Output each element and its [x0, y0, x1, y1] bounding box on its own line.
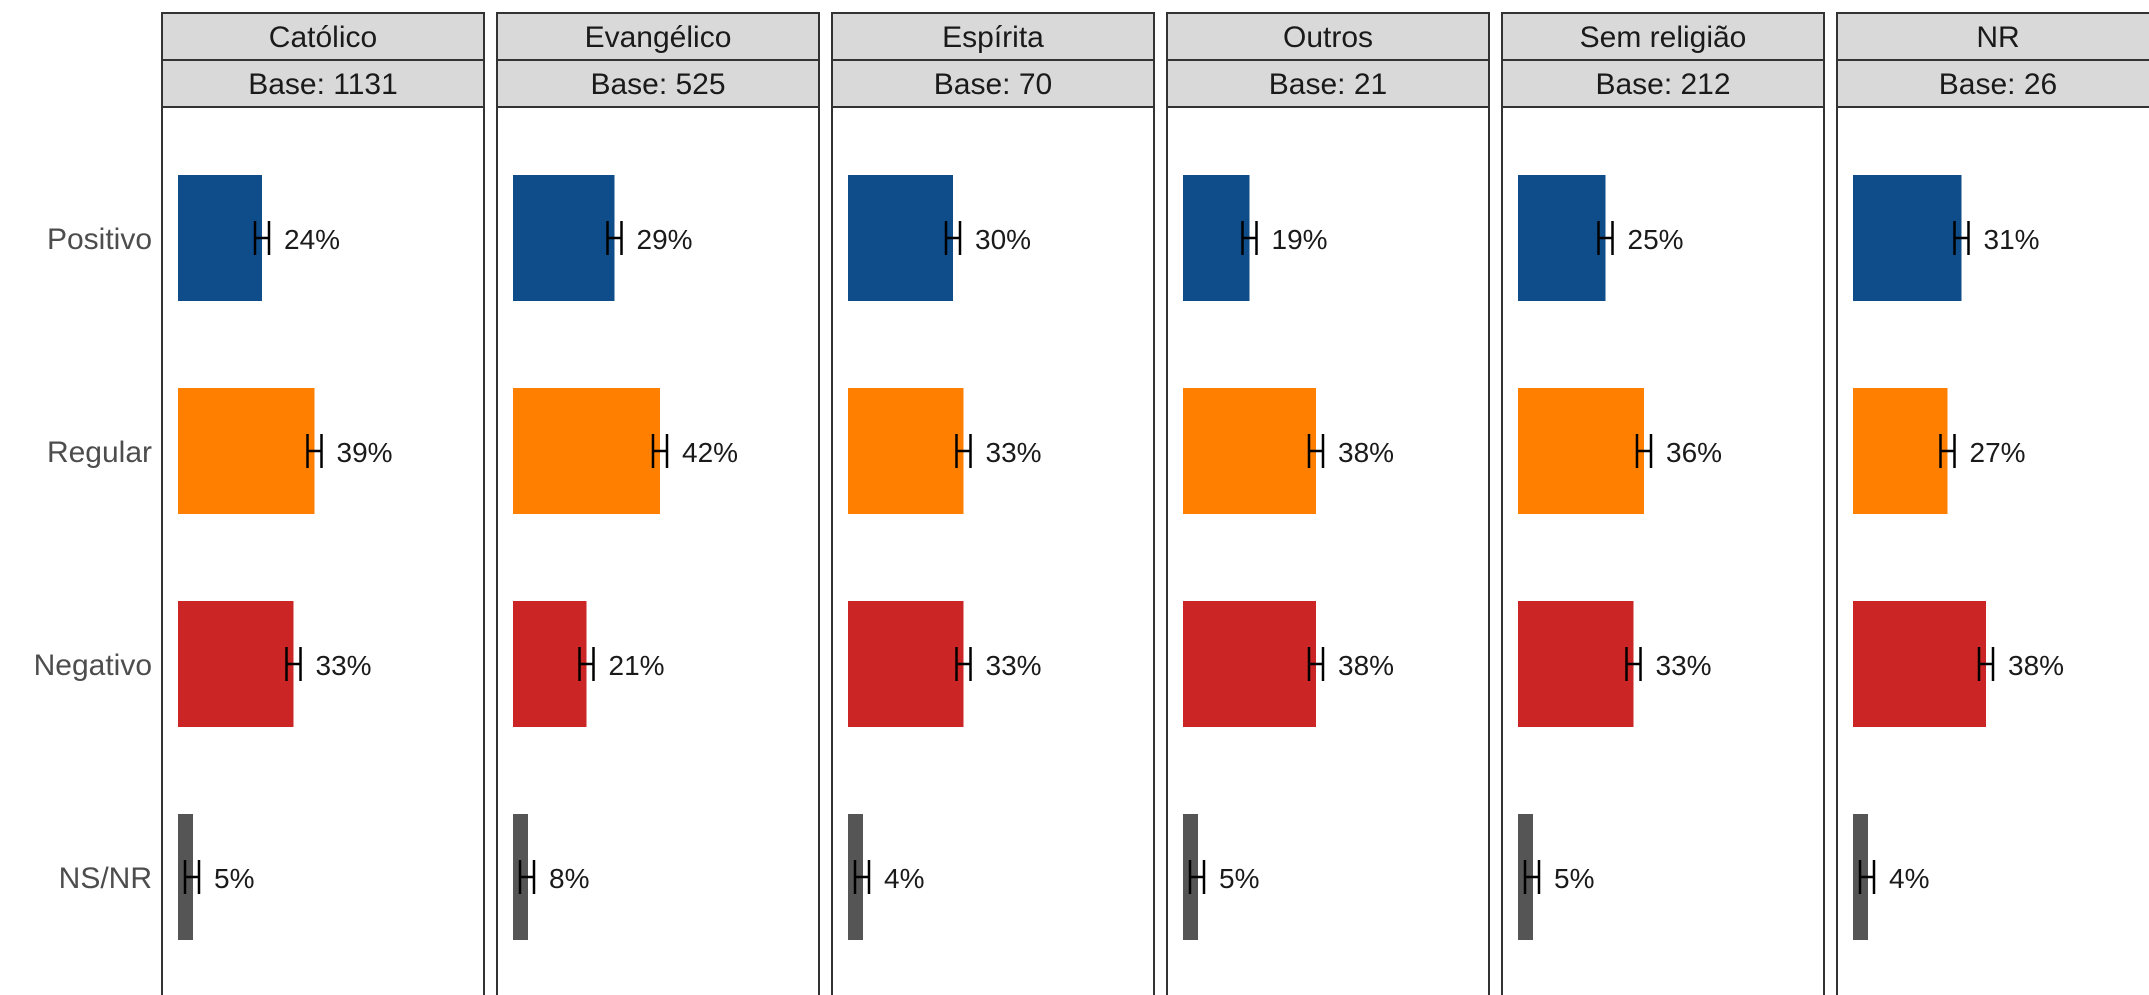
strip-title-box [161, 12, 485, 61]
bar-nr-negativo [1853, 601, 1986, 727]
data-label: 38% [2008, 650, 2064, 681]
data-label: 5% [1219, 863, 1259, 894]
data-label: 29% [637, 224, 693, 255]
data-label: 21% [609, 650, 665, 681]
data-label: 39% [337, 437, 393, 468]
data-label: 36% [1666, 437, 1722, 468]
strip-title-box [1501, 12, 1825, 61]
bar-catolico-negativo [178, 601, 294, 727]
bar-espirita-regular [848, 388, 964, 514]
bar-sem-religiao-negativo [1518, 601, 1634, 727]
data-label: 33% [986, 437, 1042, 468]
strip-title-box [496, 12, 820, 61]
strip-title-box [831, 12, 1155, 61]
strip-base-box [1836, 59, 2149, 108]
strip-base-label: Base: 212 [1595, 68, 1730, 101]
data-label: 30% [975, 224, 1031, 255]
strip-base-label: Base: 26 [1939, 68, 2057, 101]
data-label: 33% [316, 650, 372, 681]
bar-evangelico-positivo [513, 175, 615, 301]
data-label: 5% [1554, 863, 1594, 894]
bar-sem-religiao-positivo [1518, 175, 1606, 301]
bar-catolico-positivo [178, 175, 262, 301]
data-label: 4% [1889, 863, 1929, 894]
bar-outros-positivo [1183, 175, 1250, 301]
strip-base-label: Base: 525 [590, 68, 725, 101]
strip-base-box [831, 59, 1155, 108]
bar-catolico-regular [178, 388, 315, 514]
strip-title: Espírita [942, 21, 1044, 54]
strip-base-box [496, 59, 820, 108]
data-label: 8% [549, 863, 589, 894]
strip-base-box [1166, 59, 1490, 108]
strip-base-label: Base: 70 [934, 68, 1052, 101]
bar-nr-regular [1853, 388, 1948, 514]
bar-outros-regular [1183, 388, 1316, 514]
strip-base-label: Base: 1131 [248, 68, 398, 101]
bar-evangelico-negativo [513, 601, 587, 727]
data-label: 4% [884, 863, 924, 894]
bar-espirita-positivo [848, 175, 953, 301]
category-label-positivo: Positivo [47, 223, 152, 256]
strip-base-box [161, 59, 485, 108]
strip-title-box [1836, 12, 2149, 61]
strip-base-box [1501, 59, 1825, 108]
data-label: 31% [1984, 224, 2040, 255]
data-label: 19% [1272, 224, 1328, 255]
data-label: 25% [1628, 224, 1684, 255]
strip-title: NR [1976, 21, 2019, 54]
bar-sem-religiao-regular [1518, 388, 1644, 514]
data-label: 38% [1338, 437, 1394, 468]
strip-title: Católico [269, 21, 377, 54]
data-label: 27% [1970, 437, 2026, 468]
strip-title: Outros [1283, 21, 1373, 54]
strip-base-label: Base: 21 [1269, 68, 1387, 101]
strip-title: Sem religião [1580, 21, 1747, 54]
bar-nr-positivo [1853, 175, 1962, 301]
bar-evangelico-regular [513, 388, 660, 514]
category-label-negativo: Negativo [34, 649, 152, 682]
strip-title-box [1166, 12, 1490, 61]
strip-title: Evangélico [585, 21, 732, 54]
category-label-regular: Regular [47, 436, 152, 469]
data-label: 5% [214, 863, 254, 894]
data-label: 24% [284, 224, 340, 255]
data-label: 33% [986, 650, 1042, 681]
bar-outros-negativo [1183, 601, 1316, 727]
data-label: 33% [1656, 650, 1712, 681]
bar-espirita-negativo [848, 601, 964, 727]
category-label-ns-nr: NS/NR [59, 862, 152, 895]
data-label: 42% [682, 437, 738, 468]
data-label: 38% [1338, 650, 1394, 681]
